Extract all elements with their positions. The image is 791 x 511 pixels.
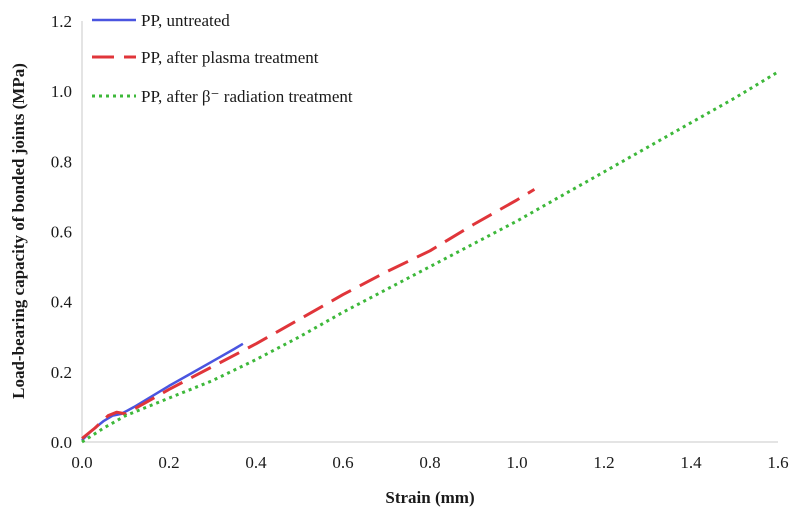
x-tick-label: 1.4 (680, 453, 702, 472)
series-line-1 (81, 342, 244, 442)
x-axis-title: Strain (mm) (385, 488, 474, 507)
y-tick-label: 0.8 (51, 152, 72, 171)
x-tick-label: 0.8 (419, 453, 440, 472)
series-layer (81, 70, 779, 444)
y-tick-label: 0.0 (51, 433, 72, 452)
legend-label-2: PP, after plasma treatment (141, 48, 319, 67)
x-tick-label: 1.2 (593, 453, 614, 472)
legend-label-3: PP, after β⁻ radiation treatment (141, 87, 353, 106)
axes: 0.0 0.2 0.4 0.6 0.8 1.0 1.2 1.4 1.6 0.0 0.2 0.4 0.6 0… (51, 12, 789, 472)
series-line-3 (81, 70, 779, 444)
x-tick-label: 1.6 (767, 453, 788, 472)
legend-label-1: PP, untreated (141, 11, 230, 30)
series-line-2 (81, 188, 536, 440)
y-tick-label: 0.2 (51, 363, 72, 382)
y-axis-title: Load-bearing capacity of bonded joints (… (9, 63, 28, 399)
y-tick-label: 1.2 (51, 12, 72, 31)
y-tick-label: 1.0 (51, 82, 72, 101)
legend: PP, untreated PP, after plasma treatment P… (92, 11, 353, 106)
x-tick-label: 0.0 (71, 453, 92, 472)
x-tick-label: 1.0 (506, 453, 527, 472)
y-tick-label: 0.4 (51, 293, 73, 312)
x-tick-label: 0.4 (245, 453, 267, 472)
y-tick-label: 0.6 (51, 223, 72, 242)
x-tick-label: 0.6 (332, 453, 353, 472)
x-tick-label: 0.2 (158, 453, 179, 472)
